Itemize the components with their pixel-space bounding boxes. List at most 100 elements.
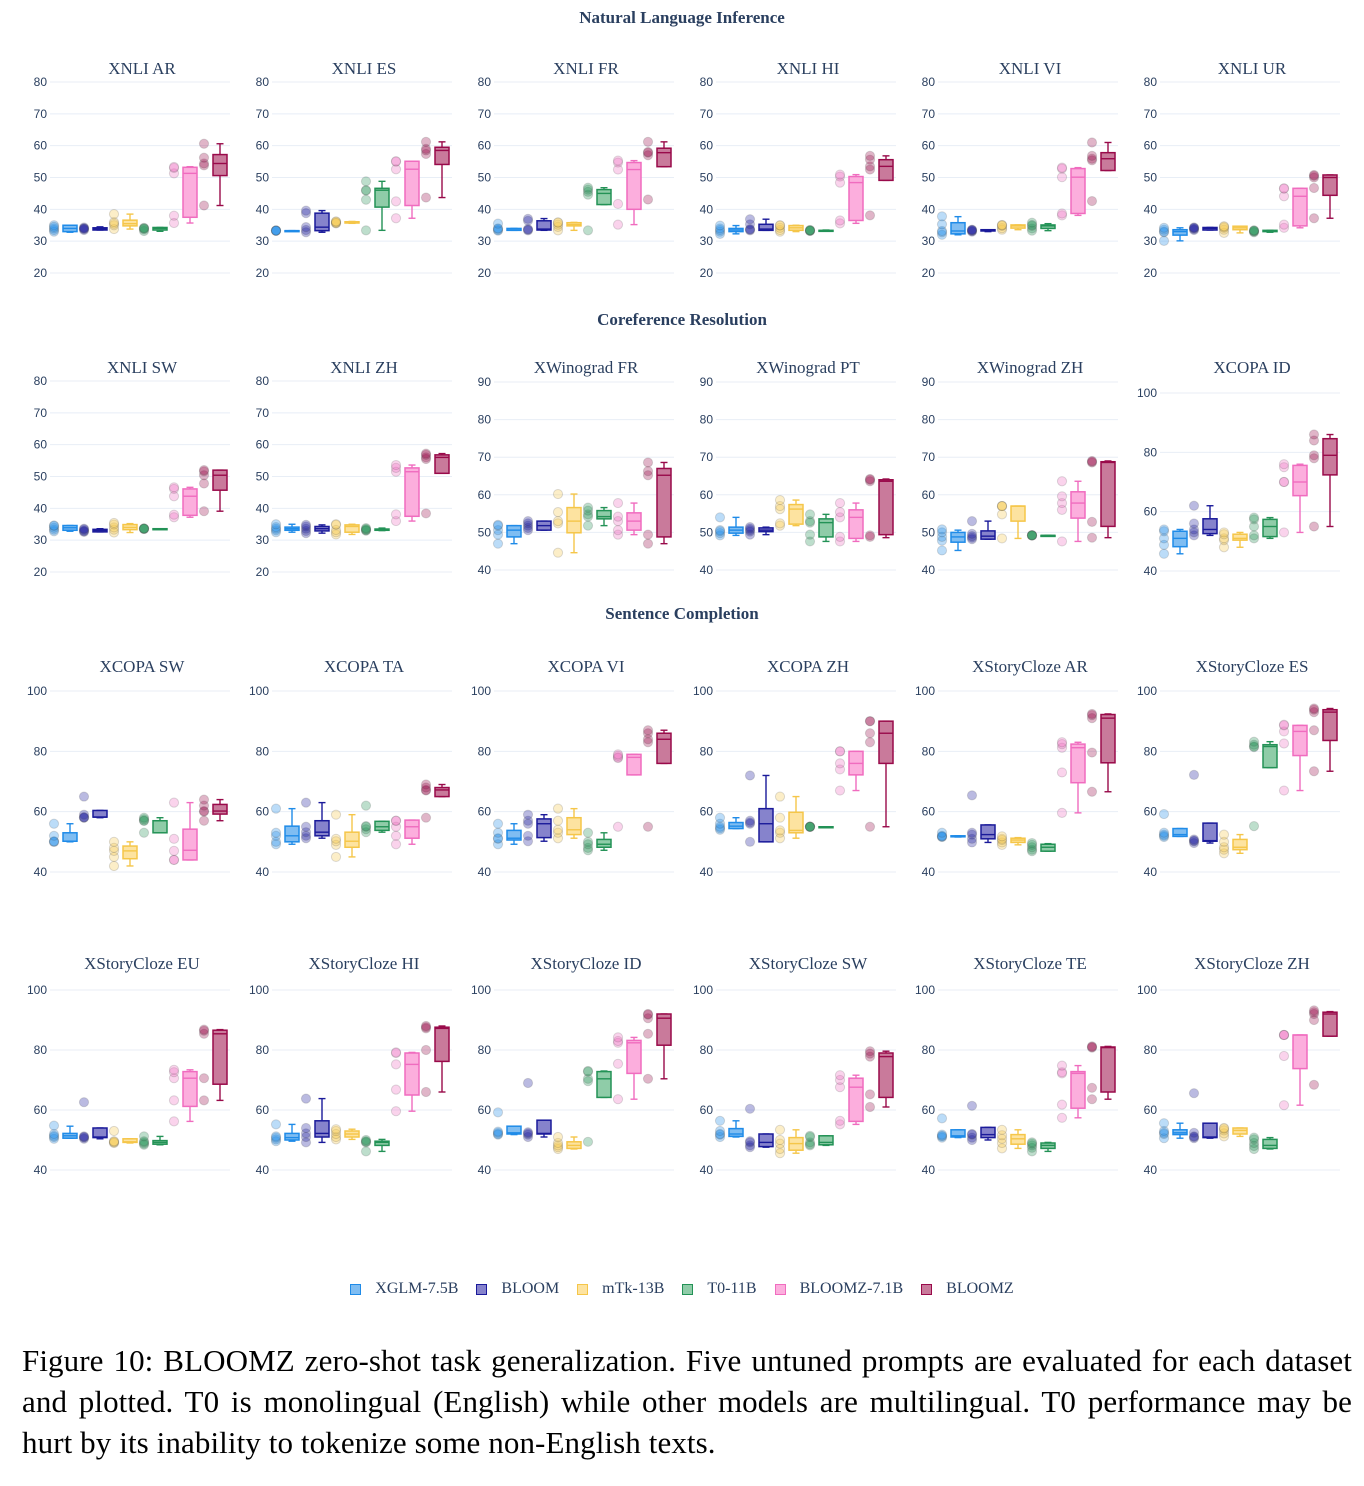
legend-item-t0[interactable]: T0-11B <box>682 1280 757 1298</box>
prompt-point <box>714 224 726 236</box>
box-t0-11b <box>804 509 834 547</box>
subplot-title: XNLI ES <box>332 59 397 78</box>
prompt-point <box>492 827 504 838</box>
box-bloomz <box>642 136 672 205</box>
prompt-point <box>360 821 372 832</box>
box-mtk-13b <box>996 831 1026 850</box>
box-iqr <box>788 503 804 525</box>
box-bloom <box>300 519 330 539</box>
prompt-point <box>804 225 816 236</box>
prompt-point <box>78 1133 90 1144</box>
prompt-point <box>390 462 402 474</box>
prompt-point <box>714 1129 726 1140</box>
prompt-point <box>774 226 786 237</box>
prompt-point <box>936 831 948 842</box>
prompt-point <box>642 466 654 477</box>
prompt-point <box>330 1124 342 1135</box>
prompt-point <box>270 1136 282 1147</box>
prompt-point <box>1218 1128 1230 1139</box>
prompt-point <box>714 821 726 832</box>
prompt-point <box>1308 182 1320 194</box>
box-xglm-7-5b <box>48 818 78 847</box>
box-t0-11b <box>582 827 612 856</box>
box-iqr <box>596 509 612 520</box>
box-xglm-7-5b <box>492 218 522 236</box>
prompt-point <box>522 223 534 235</box>
prompt-point <box>198 815 210 826</box>
prompt-point <box>936 831 948 843</box>
box-iqr <box>1292 724 1308 757</box>
box-iqr <box>1202 518 1218 535</box>
prompt-point <box>1248 741 1260 752</box>
prompt-point <box>300 1137 312 1148</box>
prompt-point <box>582 1076 594 1087</box>
prompt-point <box>1056 767 1068 778</box>
prompt-point <box>804 821 816 832</box>
prompt-point <box>1308 172 1320 183</box>
prompt-point <box>834 1119 846 1130</box>
prompt-point <box>330 833 342 844</box>
box-xglm-7-5b <box>1158 222 1188 246</box>
prompt-point <box>108 1136 120 1147</box>
prompt-point <box>360 225 372 236</box>
prompt-point <box>522 224 534 235</box>
prompt-point <box>642 1009 654 1020</box>
prompt-point <box>966 225 978 236</box>
y-tick-label: 80 <box>700 744 714 758</box>
prompt-point <box>300 1093 312 1104</box>
legend-item-xglm[interactable]: XGLM-7.5B <box>350 1280 458 1298</box>
prompt-point <box>360 800 372 811</box>
box-iqr <box>1262 1138 1278 1150</box>
box-bloomz-7-1b <box>612 155 642 230</box>
box-iqr <box>950 1129 966 1138</box>
box-bloom <box>522 516 552 536</box>
legend-swatch <box>350 1283 362 1295</box>
subplot-title: XCOPA TA <box>324 657 405 676</box>
subplot-title: XWinograd ZH <box>977 358 1083 377</box>
prompt-point <box>48 220 60 231</box>
box-bloomz-7-1b <box>1278 1029 1308 1111</box>
prompt-point <box>804 225 816 236</box>
prompt-point <box>492 525 504 536</box>
legend-item-bloom[interactable]: BLOOM <box>476 1280 559 1298</box>
legend-item-bloomz[interactable]: BLOOMZ <box>921 1280 1014 1298</box>
prompt-point <box>1308 521 1320 532</box>
box-iqr <box>1100 151 1116 172</box>
prompt-point <box>774 825 786 836</box>
prompt-point <box>390 1059 402 1070</box>
y-tick-label: 70 <box>700 450 714 464</box>
prompt-point <box>642 1028 654 1039</box>
prompt-point <box>168 509 180 520</box>
prompt-point <box>198 138 210 149</box>
y-tick-label: 50 <box>478 525 492 539</box>
box-mtk-13b <box>774 494 804 531</box>
prompt-point <box>270 803 282 814</box>
box-iqr <box>626 753 642 776</box>
box-bloomz-7-1b <box>1278 719 1308 796</box>
box-t0-11b <box>1248 225 1278 238</box>
y-tick-label: 60 <box>478 805 492 819</box>
prompt-point <box>1056 1068 1068 1079</box>
prompt-point <box>270 830 282 841</box>
subplot-xstorycloze-ar: XStoryCloze AR 40 60 80 100 <box>915 657 1118 879</box>
subplot-title: XStoryCloze TE <box>973 954 1086 973</box>
prompt-point <box>936 531 948 543</box>
prompt-point <box>1026 225 1038 236</box>
legend-item-bloomz-7b1[interactable]: BLOOMZ-7.1B <box>774 1280 903 1298</box>
box-iqr <box>344 831 360 849</box>
box-xglm-7-5b <box>714 512 744 541</box>
legend-item-mtk[interactable]: mTk-13B <box>577 1280 664 1298</box>
prompt-point <box>744 224 756 235</box>
y-tick-label: 20 <box>256 266 270 280</box>
prompt-point <box>744 526 756 537</box>
prompt-point <box>966 225 978 237</box>
prompt-point <box>1056 491 1068 502</box>
prompt-point <box>1248 512 1260 523</box>
prompt-point <box>138 523 150 534</box>
subplot-title: XCOPA ZH <box>767 657 849 676</box>
prompt-point <box>552 1142 564 1153</box>
prompt-point <box>996 831 1008 842</box>
prompt-point <box>270 836 282 847</box>
prompt-point <box>300 205 312 216</box>
prompt-point <box>300 797 312 808</box>
